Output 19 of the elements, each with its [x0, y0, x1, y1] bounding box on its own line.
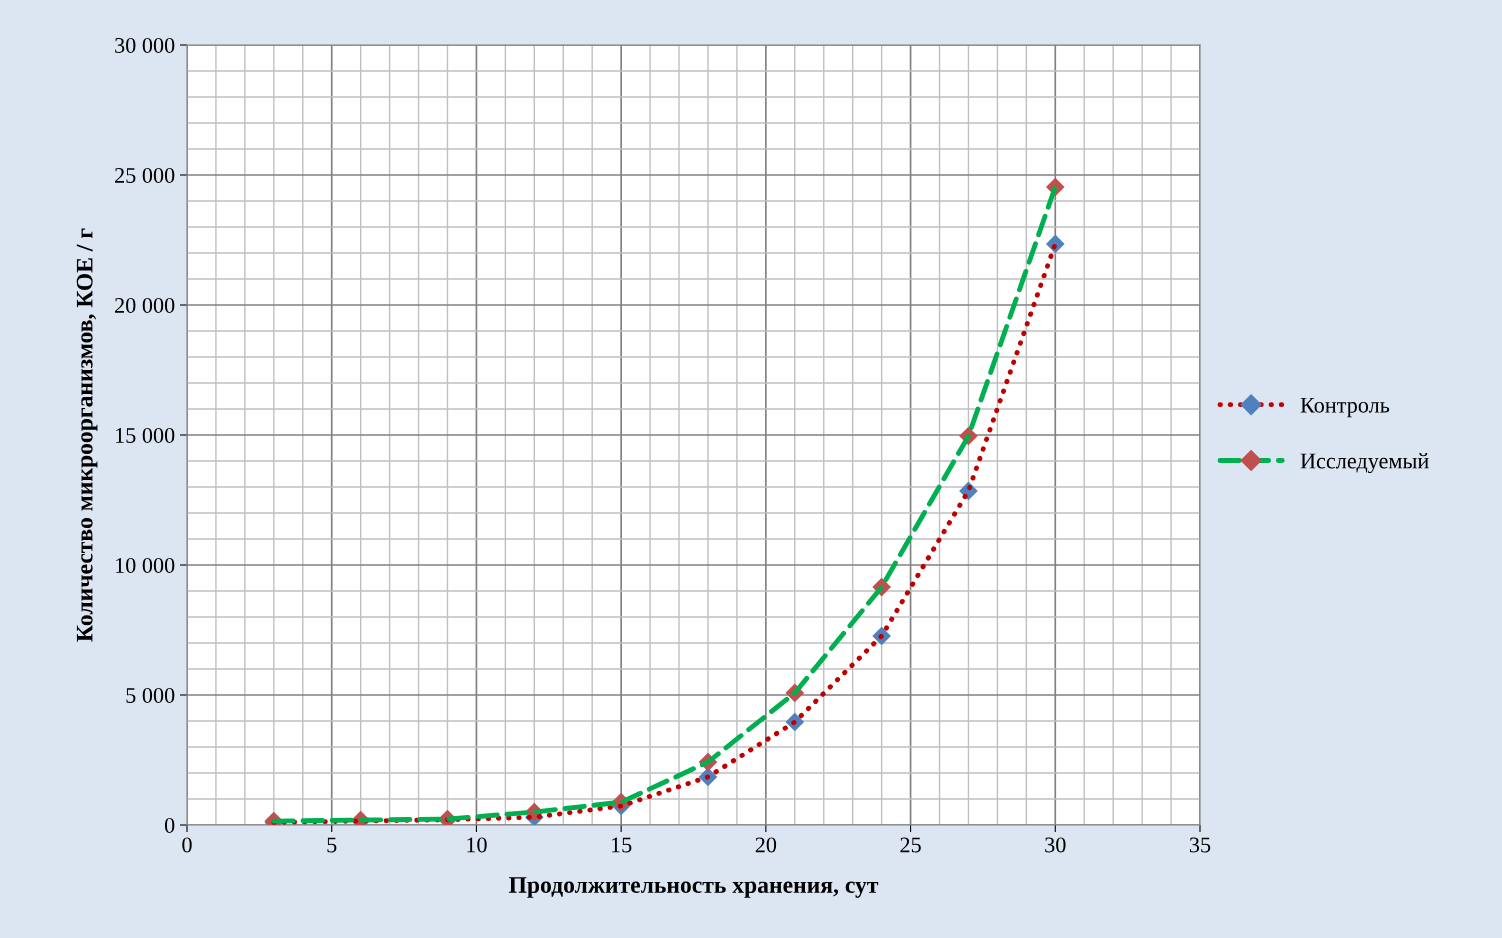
x-tick-label: 15 — [611, 837, 632, 853]
y-tick-label: 5 000 — [126, 687, 175, 703]
y-tick-label: 25 000 — [115, 167, 175, 183]
x-tick-label: 25 — [900, 837, 921, 853]
y-tick-label: 30 000 — [115, 37, 175, 53]
x-tick-label: 5 — [327, 837, 337, 853]
y-tick-label: 0 — [164, 817, 175, 833]
legend-label: Контроль — [1300, 397, 1390, 418]
x-tick-label: 10 — [467, 837, 487, 853]
y-tick-label: 15 000 — [116, 427, 175, 443]
x-tick-label: 35 — [1189, 837, 1211, 853]
x-tick-label: 20 — [755, 837, 777, 853]
x-tick-label: 0 — [182, 837, 192, 853]
x-axis-title: Продолжительность хранения, сут — [509, 877, 879, 898]
y-tick-label: 10 000 — [116, 557, 175, 573]
x-tick-label: 30 — [1045, 837, 1066, 853]
legend-label: Исследуемый — [1300, 453, 1429, 474]
y-tick-label: 20 000 — [115, 297, 175, 313]
y-axis-title: Количество микроорганизмов, КОЕ / г — [76, 228, 98, 642]
